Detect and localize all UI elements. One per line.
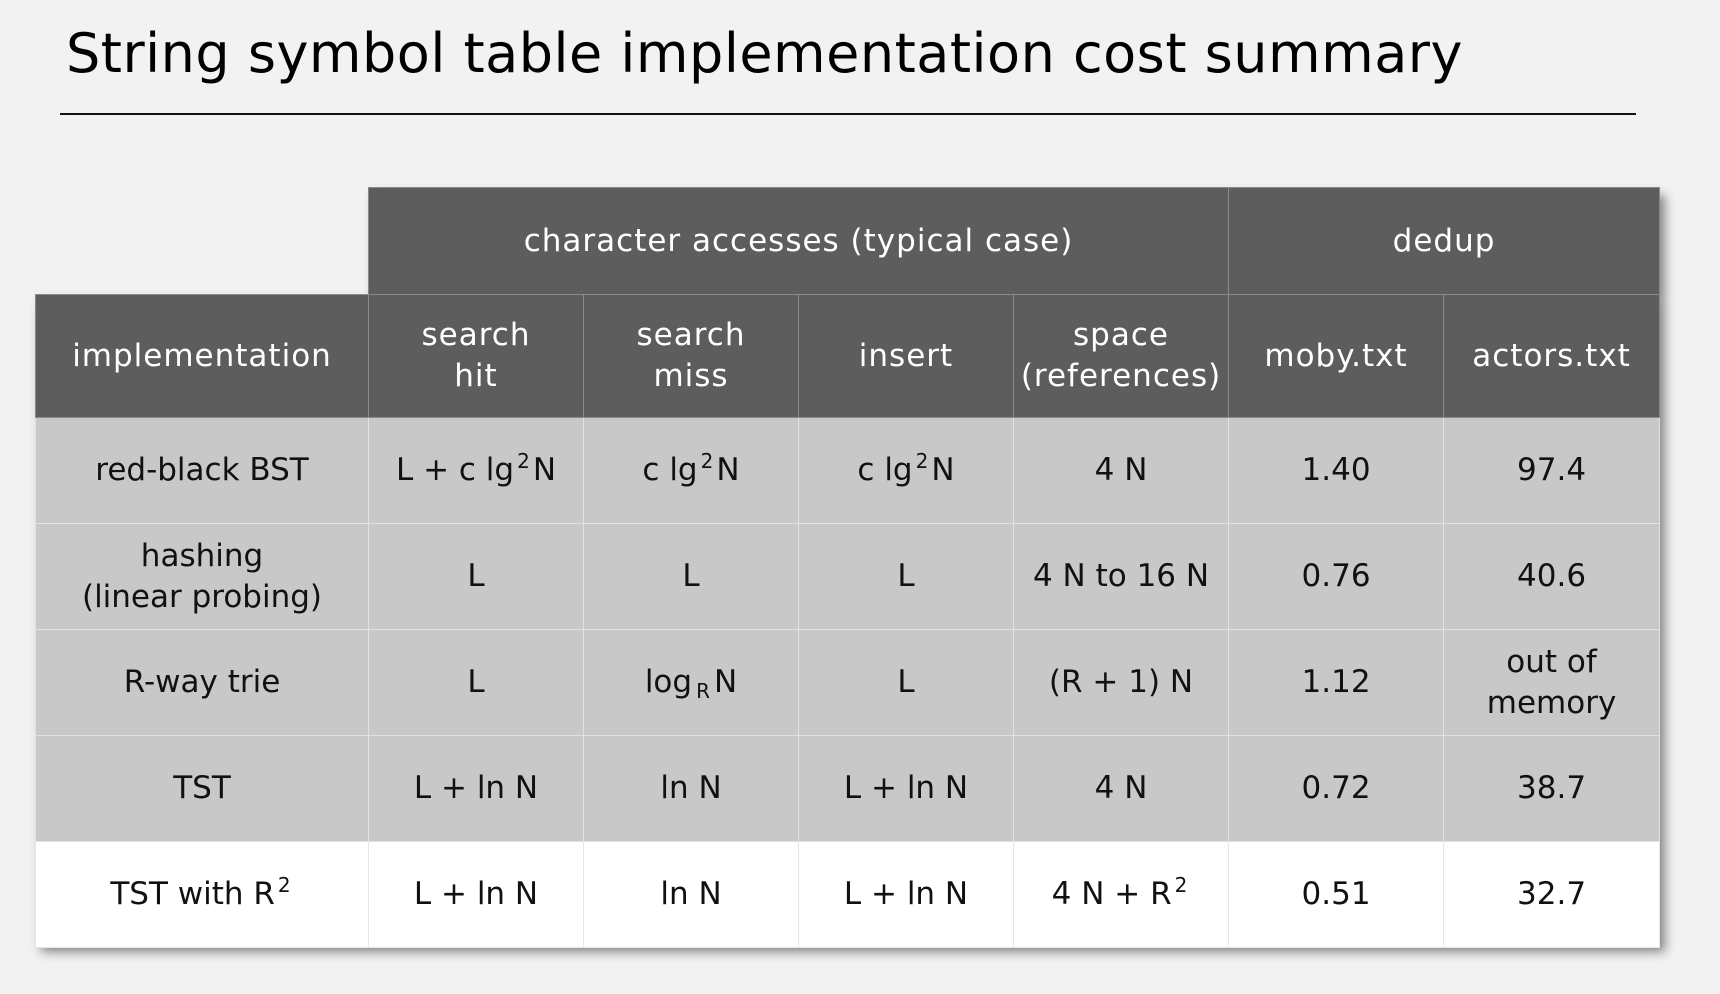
cell-insert: L xyxy=(798,523,1014,630)
cell-search-hit: L xyxy=(368,523,584,630)
formula-text: L + c lg xyxy=(395,452,515,488)
cell-moby: 0.72 xyxy=(1228,735,1445,842)
superscript: 2 xyxy=(517,449,530,473)
cell-actors: 97.4 xyxy=(1443,417,1661,524)
title-rule xyxy=(60,113,1636,115)
slide-title: String symbol table implementation cost … xyxy=(66,22,1463,85)
table-row: hashing (linear probing) L L L 4 N to 16… xyxy=(35,523,1661,630)
formula-text: TST with R xyxy=(110,876,275,912)
cell-insert: L + ln N xyxy=(798,735,1014,842)
cell-actors: 40.6 xyxy=(1443,523,1661,630)
column-header-space: space (references) xyxy=(1012,294,1230,418)
group-header-dedup: dedup xyxy=(1228,187,1661,295)
formula-text: c lg xyxy=(642,452,698,488)
column-header-row: implementation search hit search miss in… xyxy=(35,294,1661,418)
blank-corner xyxy=(36,188,369,295)
formula-text: N xyxy=(532,452,557,488)
group-header-row: character accesses (typical case) dedup xyxy=(36,187,1661,295)
cell-implementation: TST xyxy=(35,735,369,842)
cell-actors: 32.7 xyxy=(1443,841,1661,948)
formula-text: c lg xyxy=(857,452,913,488)
formula-text: log xyxy=(644,664,693,700)
cell-actors: out of memory xyxy=(1443,629,1661,736)
group-header-character-accesses: character accesses (typical case) xyxy=(367,187,1230,295)
cell-space: 4 N xyxy=(1012,735,1230,842)
cell-implementation: red-black BST xyxy=(35,417,369,524)
superscript: 2 xyxy=(915,449,929,473)
cell-implementation: R-way trie xyxy=(35,629,369,736)
cell-insert: c lg 2N xyxy=(798,417,1014,524)
superscript: 2 xyxy=(277,873,291,897)
table-row: red-black BST L + c lg 2N c lg 2N c lg 2N 4… xyxy=(35,417,1661,524)
cell-search-miss: log R N xyxy=(583,629,799,736)
cell-moby: 0.76 xyxy=(1228,523,1445,630)
cell-actors: 38.7 xyxy=(1443,735,1661,842)
column-header-actors: actors.txt xyxy=(1443,294,1661,418)
column-header-search-miss: search miss xyxy=(583,294,799,418)
cell-space: (R + 1) N xyxy=(1012,629,1230,736)
formula-text: N xyxy=(931,452,955,488)
cell-insert: L xyxy=(798,629,1014,736)
formula-text: 4 N + R xyxy=(1051,876,1172,912)
column-header-moby: moby.txt xyxy=(1228,294,1445,418)
cell-search-hit: L + c lg 2N xyxy=(368,417,584,524)
column-header-insert: insert xyxy=(798,294,1014,418)
cell-search-miss: ln N xyxy=(583,735,799,842)
superscript: 2 xyxy=(700,449,714,473)
cell-moby: 1.40 xyxy=(1228,417,1445,524)
cost-summary-table: character accesses (typical case) dedup … xyxy=(35,187,1661,948)
cell-search-hit: L + ln N xyxy=(368,735,584,842)
table-row: TST L + ln N ln N L + ln N 4 N 0.72 38.7 xyxy=(35,735,1661,842)
table-row: R-way trie L log R N L (R + 1) N 1.12 out … xyxy=(35,629,1661,736)
formula-text: N xyxy=(713,664,738,700)
formula-text: N xyxy=(716,452,740,488)
cell-search-hit: L xyxy=(368,629,584,736)
cost-table-container: character accesses (typical case) dedup … xyxy=(35,187,1661,948)
cell-space: 4 N to 16 N xyxy=(1012,523,1230,630)
cell-moby: 0.51 xyxy=(1228,841,1445,948)
cell-space: 4 N xyxy=(1012,417,1230,524)
cell-search-miss: ln N xyxy=(583,841,799,948)
column-header-implementation: implementation xyxy=(35,294,369,418)
superscript: 2 xyxy=(1174,873,1188,897)
cell-moby: 1.12 xyxy=(1228,629,1445,736)
cell-implementation: hashing (linear probing) xyxy=(35,523,369,630)
cell-search-hit: L + ln N xyxy=(368,841,584,948)
cell-search-miss: L xyxy=(583,523,799,630)
cell-search-miss: c lg 2N xyxy=(583,417,799,524)
column-header-search-hit: search hit xyxy=(368,294,584,418)
cell-insert: L + ln N xyxy=(798,841,1014,948)
subscript: R xyxy=(696,679,710,703)
